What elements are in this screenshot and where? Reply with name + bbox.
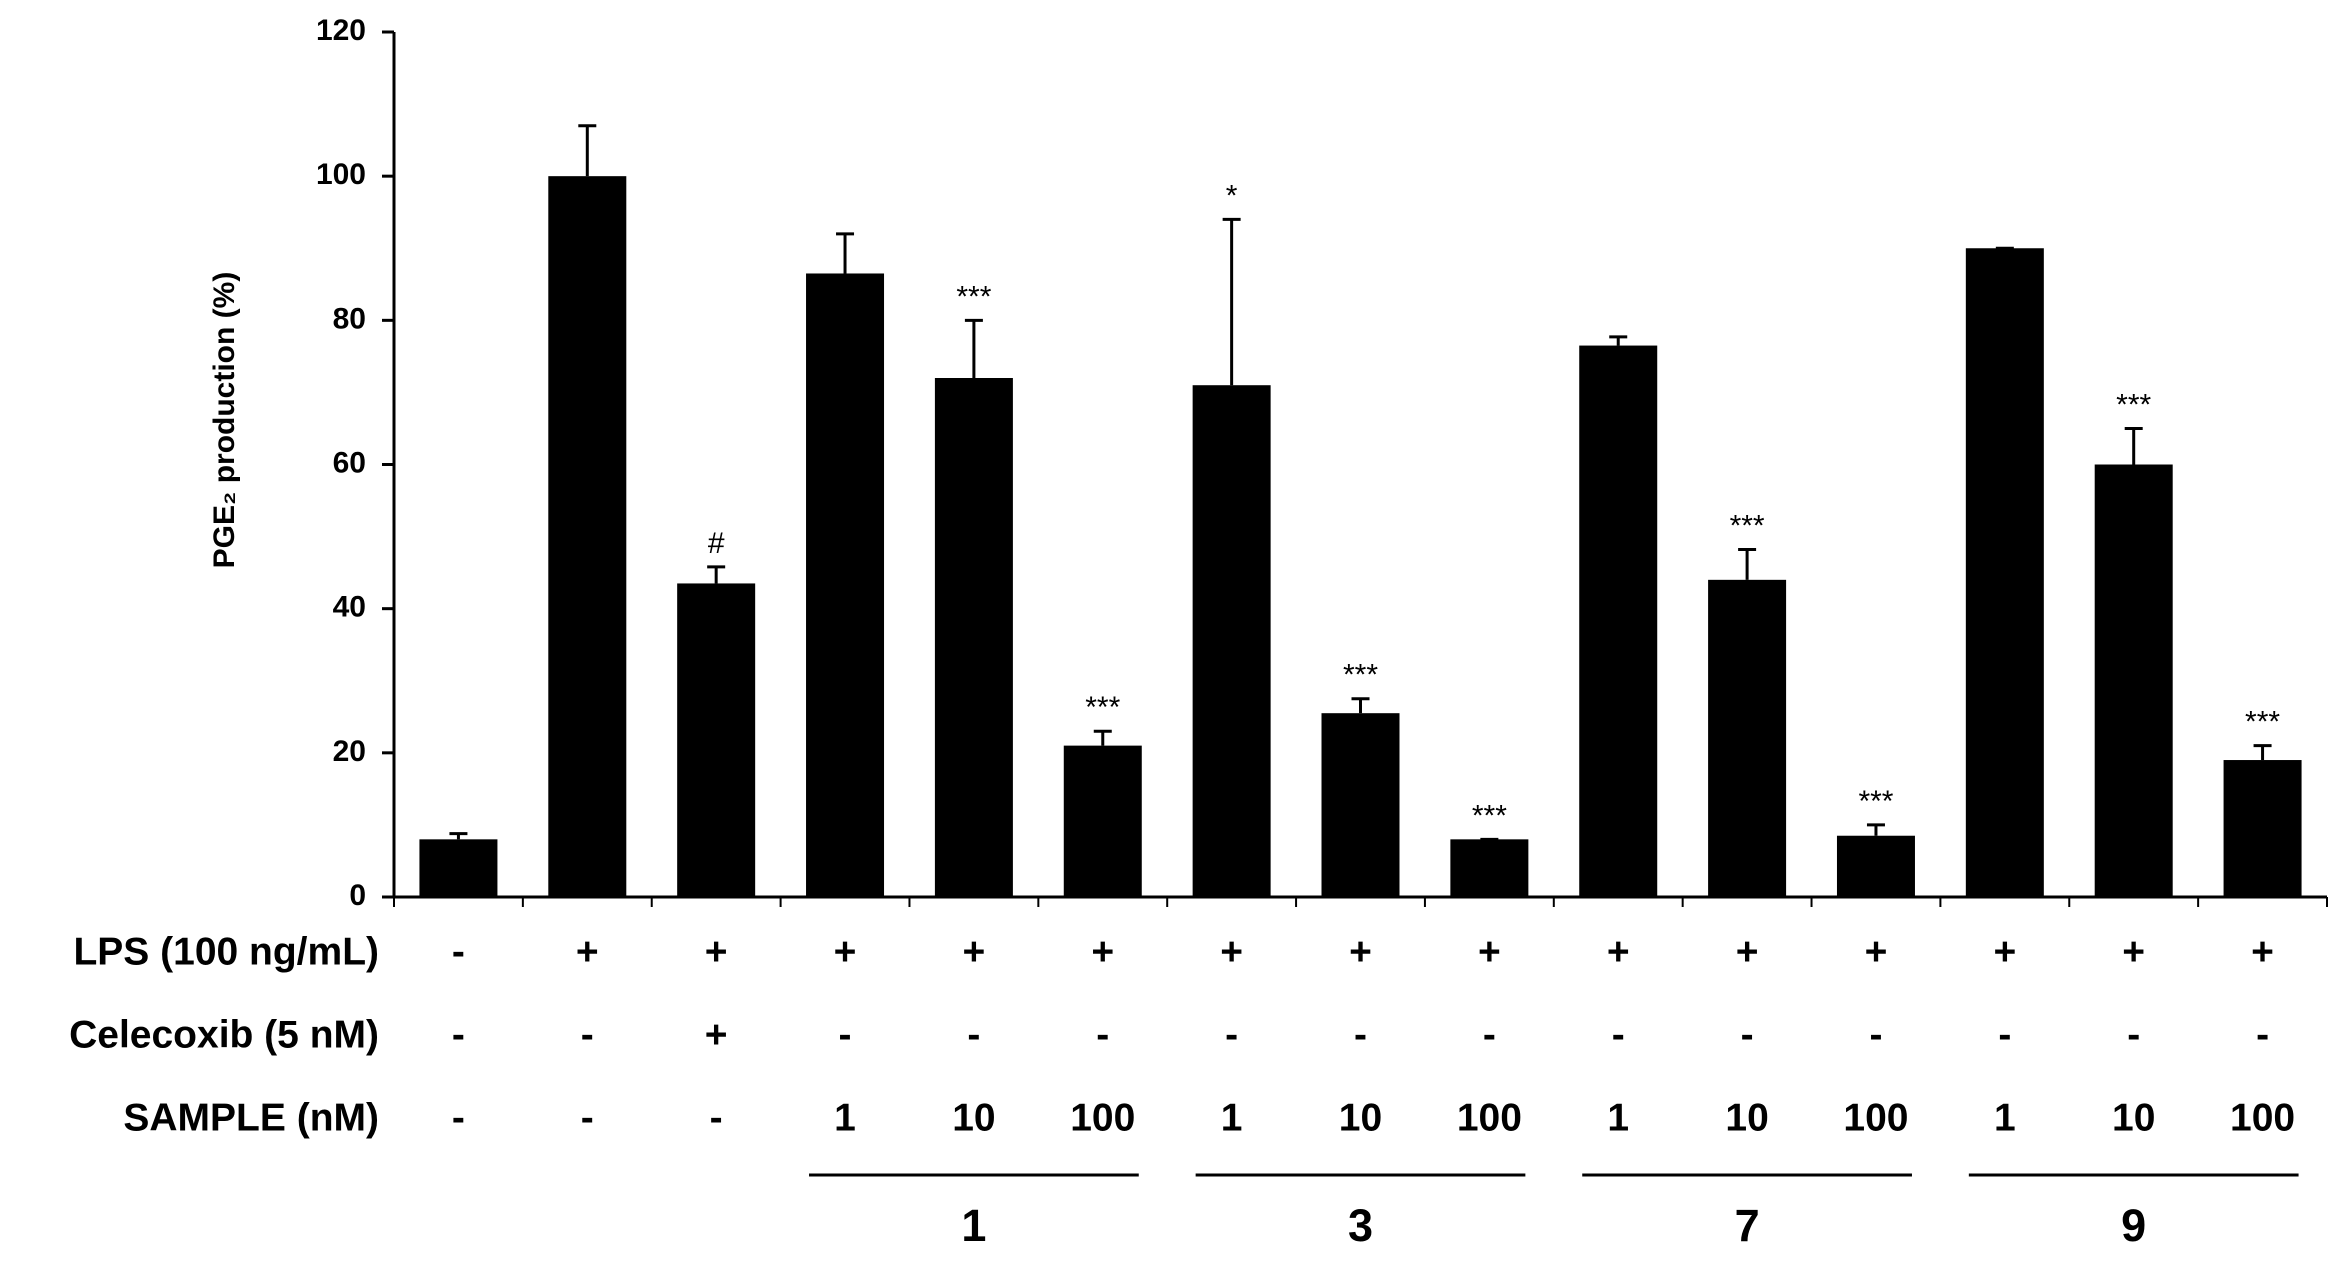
significance-label: *** xyxy=(1085,691,1120,724)
row-cell: - xyxy=(839,1013,852,1056)
group-label: 9 xyxy=(2121,1200,2146,1251)
bar xyxy=(2094,464,2173,897)
group-label: 7 xyxy=(1735,1200,1760,1251)
bar xyxy=(1321,713,1400,897)
bar xyxy=(1063,745,1142,897)
significance-label: *** xyxy=(956,280,991,313)
row-cell: - xyxy=(1612,1013,1625,1056)
row-cell: - xyxy=(2256,1013,2269,1056)
bar xyxy=(419,839,498,897)
row-cell: + xyxy=(705,1013,728,1056)
row-cell: - xyxy=(967,1013,980,1056)
bar xyxy=(548,176,627,897)
row-cell: - xyxy=(1354,1013,1367,1056)
bar xyxy=(1450,839,1529,897)
row-cell: - xyxy=(452,930,465,973)
significance-label: *** xyxy=(2245,706,2280,739)
row-cell: - xyxy=(1096,1013,1109,1056)
row-cell: - xyxy=(581,1013,594,1056)
row-cell: - xyxy=(710,1096,723,1139)
significance-label: *** xyxy=(1858,785,1893,818)
row-label: LPS (100 ng/mL) xyxy=(73,930,379,973)
row-cell: - xyxy=(2127,1013,2140,1056)
row-cell: - xyxy=(1869,1013,1882,1056)
bar xyxy=(934,378,1013,897)
row-cell: - xyxy=(452,1096,465,1139)
bar xyxy=(1192,385,1271,897)
row-cell: + xyxy=(2251,930,2274,973)
significance-label: # xyxy=(708,527,725,560)
row-cell: 1 xyxy=(1994,1096,2016,1139)
row-cell: - xyxy=(1998,1013,2011,1056)
y-axis-label: PGE₂ production (%) xyxy=(208,272,241,569)
row-cell: 10 xyxy=(952,1096,995,1139)
row-cell: 100 xyxy=(1070,1096,1135,1139)
group-label: 1 xyxy=(961,1200,986,1251)
row-cell: - xyxy=(1483,1013,1496,1056)
row-cell: 10 xyxy=(1339,1096,1382,1139)
row-cell: + xyxy=(1736,930,1759,973)
significance-label: *** xyxy=(1472,799,1507,832)
row-cell: - xyxy=(452,1013,465,1056)
row-cell: 1 xyxy=(1221,1096,1243,1139)
row-cell: - xyxy=(1741,1013,1754,1056)
row-label: SAMPLE (nM) xyxy=(123,1096,379,1139)
row-cell: + xyxy=(1993,930,2016,973)
significance-label: * xyxy=(1226,179,1238,212)
row-cell: 10 xyxy=(2112,1096,2155,1139)
y-tick-label: 0 xyxy=(349,879,366,912)
row-cell: - xyxy=(581,1096,594,1139)
bar xyxy=(806,273,885,898)
significance-label: *** xyxy=(1343,659,1378,692)
bar xyxy=(1965,248,2044,897)
row-cell: + xyxy=(1091,930,1114,973)
significance-label: *** xyxy=(2116,388,2151,421)
row-cell: + xyxy=(576,930,599,973)
bar xyxy=(1579,345,1658,897)
row-cell: 100 xyxy=(1843,1096,1908,1139)
row-cell: + xyxy=(1220,930,1243,973)
row-cell: 1 xyxy=(1607,1096,1629,1139)
row-cell: 10 xyxy=(1725,1096,1768,1139)
row-cell: + xyxy=(705,930,728,973)
bar xyxy=(2223,760,2302,897)
row-cell: + xyxy=(2122,930,2145,973)
bar xyxy=(1836,835,1915,897)
row-cell: 1 xyxy=(834,1096,856,1139)
bar xyxy=(677,583,756,897)
y-tick-label: 80 xyxy=(333,302,366,335)
y-tick-label: 120 xyxy=(316,14,366,47)
row-cell: + xyxy=(1607,930,1630,973)
row-label: Celecoxib (5 nM) xyxy=(69,1013,379,1056)
row-cell: 100 xyxy=(1457,1096,1522,1139)
row-cell: - xyxy=(1225,1013,1238,1056)
row-cell: + xyxy=(1478,930,1501,973)
y-tick-label: 20 xyxy=(333,735,366,768)
row-cell: 100 xyxy=(2230,1096,2295,1139)
row-cell: + xyxy=(1865,930,1888,973)
row-cell: + xyxy=(963,930,986,973)
y-tick-label: 100 xyxy=(316,158,366,191)
y-tick-label: 60 xyxy=(333,446,366,479)
row-cell: + xyxy=(1349,930,1372,973)
significance-label: *** xyxy=(1730,509,1765,542)
row-cell: + xyxy=(834,930,857,973)
y-tick-label: 40 xyxy=(333,591,366,624)
group-label: 3 xyxy=(1348,1200,1373,1251)
bar xyxy=(1708,579,1787,897)
